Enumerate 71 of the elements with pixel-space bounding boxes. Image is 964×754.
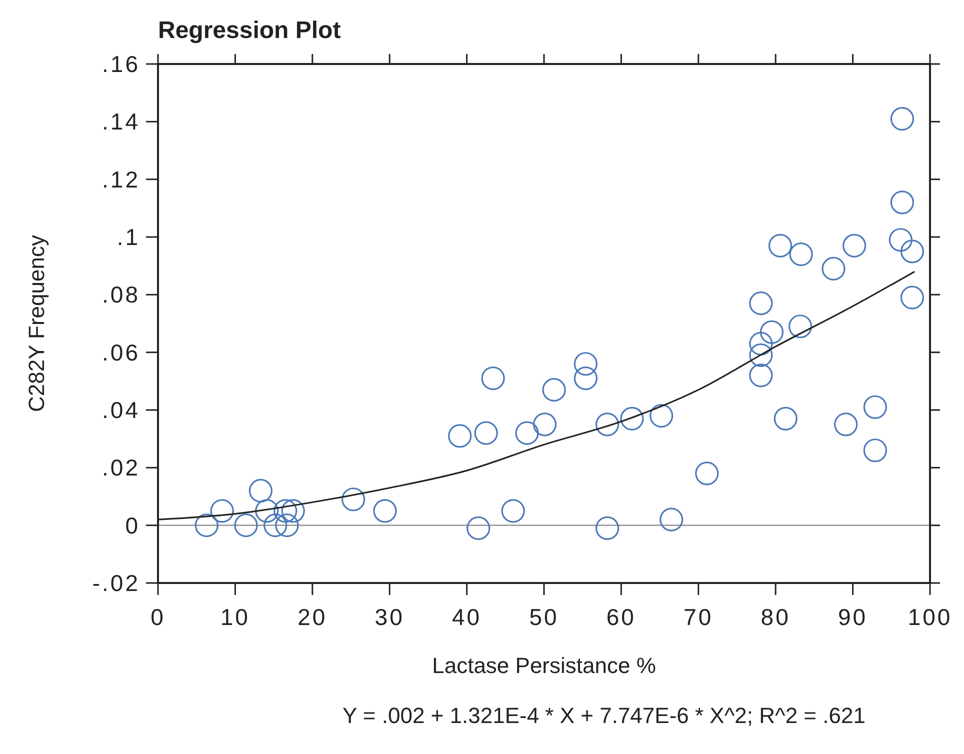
point xyxy=(660,508,684,532)
point xyxy=(863,395,887,419)
point xyxy=(900,240,924,264)
point xyxy=(890,190,914,214)
point xyxy=(596,412,620,436)
point xyxy=(281,499,305,523)
point xyxy=(501,499,525,523)
y-tick-label: .16 xyxy=(102,51,140,78)
x-tick-label: 20 xyxy=(298,604,328,630)
point xyxy=(248,478,272,503)
x-tick-label: 70 xyxy=(684,604,714,630)
x-tick-label: 0 xyxy=(150,604,166,630)
chart-title: Regression Plot xyxy=(158,17,341,44)
point xyxy=(574,366,598,390)
point xyxy=(274,499,298,523)
x-tick-label: 60 xyxy=(606,604,636,630)
point xyxy=(264,514,288,538)
text: Y = .002 + 1.321E-4 * X + 7.747E-6 * X^2; R^2 = .621 xyxy=(342,703,866,728)
x-tick-label: 10 xyxy=(220,604,250,630)
point xyxy=(474,421,498,445)
y-tick-label: .1 xyxy=(116,224,140,250)
x-tick-label: 100 xyxy=(908,604,952,630)
point xyxy=(834,412,858,436)
point xyxy=(863,438,887,462)
point xyxy=(768,234,792,258)
x-tick-label: 80 xyxy=(760,604,790,630)
point xyxy=(749,343,773,368)
point xyxy=(542,378,566,402)
point xyxy=(749,364,773,388)
y-tick-label: .04 xyxy=(102,397,140,424)
point xyxy=(842,234,866,258)
point xyxy=(900,286,924,310)
point xyxy=(774,406,798,430)
point xyxy=(448,424,472,448)
point xyxy=(255,499,279,523)
point xyxy=(760,320,784,344)
point xyxy=(789,242,813,266)
x-tick-label: 90 xyxy=(838,604,868,630)
point xyxy=(532,412,557,436)
y-tick-label: 0 xyxy=(125,512,140,538)
point xyxy=(620,406,644,430)
y-tick-label: -.02 xyxy=(92,570,140,596)
y-tick-label: .06 xyxy=(102,339,140,366)
point xyxy=(574,352,598,376)
point xyxy=(234,514,258,538)
point xyxy=(194,514,218,538)
y-axis-title: C282Y Frequency xyxy=(24,235,49,412)
point xyxy=(481,366,505,390)
point xyxy=(515,421,539,445)
point xyxy=(822,256,846,281)
y-tick-label: .14 xyxy=(102,108,140,135)
point xyxy=(342,488,366,512)
point xyxy=(890,106,914,131)
point xyxy=(749,292,773,316)
point xyxy=(210,499,234,523)
x-tick-label: 50 xyxy=(529,604,559,630)
y-tick-label: .12 xyxy=(102,166,140,192)
point xyxy=(466,516,490,540)
point xyxy=(275,514,299,538)
point xyxy=(596,516,620,540)
point xyxy=(695,462,719,486)
point xyxy=(373,499,397,523)
x-tick-label: 30 xyxy=(374,604,404,630)
y-tick-label: .02 xyxy=(102,454,140,481)
point xyxy=(888,228,912,252)
point xyxy=(788,314,812,338)
x-axis-title: Lactase Persistance % xyxy=(432,653,656,678)
x-tick-label: 40 xyxy=(452,604,482,630)
point xyxy=(650,404,674,428)
y-tick-label: .08 xyxy=(102,282,140,308)
point xyxy=(749,332,773,356)
